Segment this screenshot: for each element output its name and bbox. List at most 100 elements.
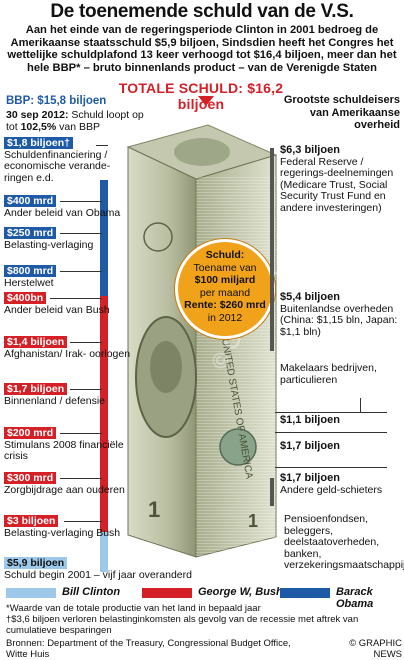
- total-arrow-icon: [198, 96, 214, 106]
- leader-line: [360, 398, 361, 412]
- leader-line: [275, 432, 387, 433]
- bracket: [270, 295, 274, 351]
- left-item-label: Schuldenfinanciering / economische veran…: [4, 148, 111, 184]
- legend-label-bush: George W, Bush: [198, 586, 283, 598]
- creditor-item: $1,7 biljoen: [280, 440, 400, 453]
- leader-line: [64, 521, 102, 522]
- creditor-amount: $5,4 biljoen: [280, 291, 340, 303]
- left-item-amount: $1,7 biljoen: [4, 383, 68, 395]
- leader-line: [275, 467, 387, 468]
- svg-text:1: 1: [148, 497, 160, 522]
- circle-line5: in 2012: [207, 311, 243, 324]
- creditor-item: Makelaars bedrijven, particulieren: [280, 362, 400, 386]
- left-item: $1,4 biljoen Afghanistan/ Irak- oorlogen: [4, 336, 132, 360]
- left-item-label: Afghanistan/ Irak- oorlogen: [4, 347, 131, 360]
- creditor-item: $1,1 biljoen: [280, 414, 400, 427]
- left-item: $1,8 biljoen† Schuldenfinanciering / eco…: [4, 137, 132, 184]
- bracket: [270, 478, 274, 506]
- left-item-amount: $400bn: [4, 292, 47, 304]
- left-item-amount: $5,9 biljoen: [4, 557, 68, 569]
- leader-line: [50, 298, 102, 299]
- left-item: $400bn Ander beleid van Bush: [4, 292, 132, 316]
- creditors-heading: Grootste schuldeisers van Amerikaanse ov…: [283, 94, 400, 131]
- circle-line3: per maand: [199, 286, 251, 299]
- leader-line: [70, 389, 102, 390]
- creditor-amount: $1,1 biljoen: [280, 414, 340, 426]
- left-item-label: Schuld begin 2001 – vijf jaar overanderd: [4, 568, 192, 581]
- creditor-label: Federal Reserve / regerings-deelnemingen…: [280, 155, 394, 214]
- left-item-label: Belasting-verlaging Bush: [4, 526, 121, 539]
- left-item-amount: $800 mrd: [4, 265, 57, 277]
- left-item-amount: $1,8 biljoen†: [4, 137, 74, 149]
- legend-swatch-clinton: [6, 588, 56, 598]
- date-note-text: Schuld loopt op tot: [6, 109, 144, 133]
- page-title: De toenemende schuld van de V.S.: [50, 1, 354, 22]
- left-item: $200 mrd Stimulans 2008 financiële crisi…: [4, 427, 132, 463]
- leader-line: [60, 478, 102, 479]
- date-note-date: 30 sep 2012:: [6, 109, 69, 121]
- left-item-label: Stimulans 2008 financiële crisis: [4, 438, 124, 463]
- obama-bar: [100, 180, 108, 368]
- creditor-label: Pensioenfondsen, beleggers, deelstaatove…: [284, 513, 404, 572]
- left-item: $250 mrd Belasting-verlaging: [4, 227, 132, 251]
- left-item-amount: $3 biljoen: [4, 515, 59, 527]
- creditor-item: Pensioenfondsen, beleggers, deelstaatove…: [284, 513, 404, 572]
- creditor-label: Buitenlandse overheden (China: $1,15 bln…: [280, 302, 398, 338]
- creditor-amount: $1,7 biljoen: [280, 472, 340, 484]
- circle-line2: $100 miljard: [194, 274, 256, 286]
- bush-bar: [100, 296, 108, 532]
- legend-swatch-bush: [142, 588, 192, 598]
- left-item-label: Ander beleid van Bush: [4, 303, 110, 316]
- left-item: $400 mrd Ander beleid van Obama: [4, 195, 132, 219]
- debt-increase-circle: Schuld: Toename van $100 miljard per maa…: [175, 239, 275, 339]
- date-note-pct: 102,5%: [20, 121, 57, 133]
- left-item-amount: $1,4 biljoen: [4, 336, 68, 348]
- intro-text: Aan het einde van de regeringsperiode Cl…: [7, 24, 397, 74]
- leader-line: [70, 342, 102, 343]
- leader-line: [60, 271, 102, 272]
- left-item-amount: $400 mrd: [4, 195, 57, 207]
- creditor-item: $6,3 biljoen Federal Reserve / regerings…: [280, 144, 400, 215]
- date-note: 30 sep 2012: Schuld loopt op tot 102,5% …: [6, 109, 156, 133]
- left-item-label: Zorgbijdrage aan ouderen: [4, 483, 125, 496]
- footnote-star: *Waarde van de totale productie van het …: [6, 603, 261, 614]
- legend-swatch-obama: [280, 588, 330, 598]
- creditor-label: Makelaars bedrijven, particulieren: [280, 362, 377, 386]
- legend: Bill Clinton George W, Bush Barack Obama: [0, 584, 404, 610]
- creditor-item: $5,4 biljoen Buitenlandse overheden (Chi…: [280, 291, 400, 338]
- left-item: $800 mrd Herstelwet: [4, 265, 132, 289]
- svg-text:1: 1: [248, 511, 258, 531]
- leader-line: [60, 201, 102, 202]
- legend-label-obama: Barack Obama: [336, 586, 374, 610]
- leader-line: [60, 433, 102, 434]
- creditor-label: Andere geld-schieters: [280, 483, 383, 496]
- clinton-bar: [100, 532, 108, 572]
- creditor-amount: $6,3 biljoen: [280, 144, 340, 156]
- creditor-amount: $1,7 biljoen: [280, 440, 340, 452]
- left-item-amount: $250 mrd: [4, 227, 57, 239]
- credit: © GRAPHIC NEWS: [349, 638, 402, 660]
- left-item-amount: $200 mrd: [4, 427, 57, 439]
- footnote-dagger: †$3,6 biljoen verloren belastinginkomste…: [6, 614, 359, 636]
- bbp-label: BBP: $15,8 biljoen: [6, 95, 107, 107]
- date-note-after: van BBP: [56, 121, 100, 133]
- leader-line: [60, 233, 102, 234]
- left-item: $300 mrd Zorgbijdrage aan ouderen: [4, 472, 132, 496]
- left-item: $3 biljoen Belasting-verlaging Bush: [4, 515, 132, 539]
- left-item-label: Belasting-verlaging: [4, 238, 94, 251]
- legend-label-clinton: Bill Clinton: [62, 586, 121, 598]
- circle-heading: Schuld:: [205, 249, 245, 261]
- creditor-item: $1,7 biljoen Andere geld-schieters: [280, 472, 400, 496]
- sources: Bronnen: Department of the Treasury, Con…: [6, 638, 291, 660]
- circle-line4: Rente: $260 mrd: [184, 299, 266, 311]
- bracket: [270, 148, 274, 298]
- left-item-amount: $300 mrd: [4, 472, 57, 484]
- leader-line: [275, 412, 387, 413]
- left-item-label: Herstelwet: [4, 276, 54, 289]
- left-item-label: Binnenland / defensie: [4, 394, 105, 407]
- left-item: $5,9 biljoen Schuld begin 2001 – vijf ja…: [4, 557, 274, 581]
- leader-line: [96, 145, 108, 146]
- circle-line1: Toename van: [193, 261, 257, 274]
- left-item-label: Ander beleid van Obama: [4, 206, 121, 219]
- left-item: $1,7 biljoen Binnenland / defensie: [4, 383, 132, 407]
